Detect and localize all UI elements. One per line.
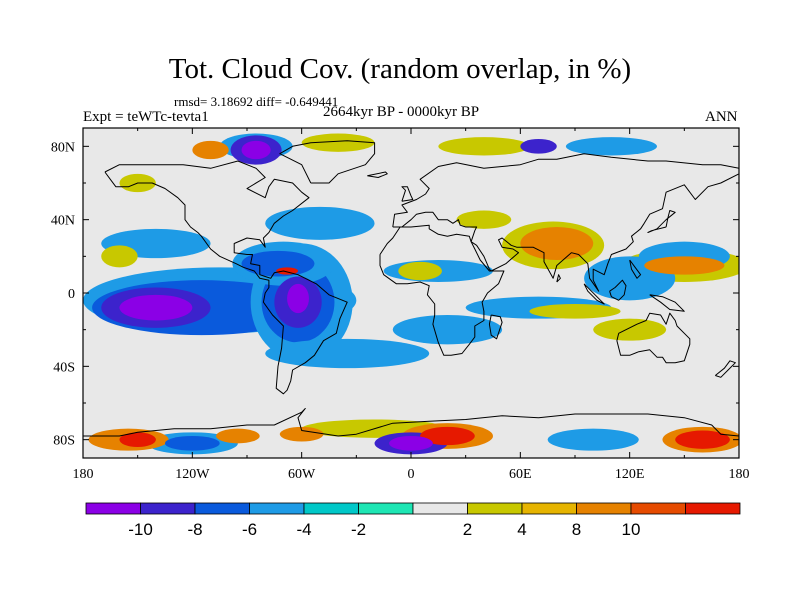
anomaly-patch [565, 137, 657, 156]
colorbar-swatch [467, 502, 523, 515]
lat-tick-label: 80N [51, 140, 75, 155]
anomaly-patch [675, 430, 730, 449]
colorbar-swatch [194, 502, 250, 515]
anomaly-patch [101, 245, 138, 268]
anomaly-patch [216, 428, 260, 444]
chart-title: Tot. Cloud Cov. (random overlap, in %) [168, 53, 632, 85]
lon-tick-label: 60W [288, 467, 316, 482]
anomaly-patch [241, 140, 271, 160]
coastline [379, 224, 505, 356]
coastline [583, 283, 605, 305]
stats-line: rmsd= 3.18692 diff= -0.649441 [174, 94, 339, 109]
coastline-layer [83, 140, 739, 437]
colorbar-swatch [576, 502, 632, 515]
colorbar-label: -8 [187, 520, 202, 539]
coastline [104, 160, 348, 395]
coastline [649, 294, 685, 312]
anomaly-patch [520, 227, 594, 260]
anomaly-patch [119, 294, 193, 321]
lat-tick-label: 40S [53, 360, 75, 375]
anomaly-patch [593, 318, 667, 341]
anomaly-patch [456, 210, 512, 229]
colorbar-label: -4 [296, 520, 311, 539]
colorbar-label: 2 [463, 520, 472, 539]
colorbar-swatch [358, 502, 414, 515]
anomaly-patch [279, 426, 324, 442]
colorbar-label: 4 [517, 520, 526, 539]
anomaly-patch [287, 283, 309, 314]
colorbar-label: -6 [242, 520, 257, 539]
lon-tick-label: 0 [408, 467, 415, 482]
anomaly-patch [265, 206, 375, 240]
lat-tick-label: 0 [68, 287, 75, 302]
experiment-label: Expt = teWTc-tevta1 [83, 109, 209, 125]
coastline [556, 274, 561, 283]
coastline [647, 210, 676, 233]
anomaly-patch [529, 304, 621, 319]
coastline [367, 171, 388, 178]
coastline [401, 186, 414, 202]
anomaly-patch [165, 436, 220, 451]
anomaly-patch [644, 256, 725, 275]
anomaly-patch [438, 137, 530, 156]
colorbar-label: -10 [128, 520, 153, 539]
colorbar-swatch [140, 502, 196, 515]
colorbar-label: 10 [622, 520, 641, 539]
lat-tick-label: 80S [53, 434, 75, 449]
anomaly-patch [301, 133, 375, 152]
colorbar-swatch [685, 502, 741, 515]
coastline [83, 408, 739, 437]
coastline [629, 259, 642, 279]
coastline [714, 360, 736, 378]
axis-ticks: 180 120W 60W 0 60E 120E 180 80N 40N 0 40S 80S [51, 128, 750, 482]
anomaly-patch [119, 432, 156, 447]
colorbar: -10 -8 -6 -4 -2 2 4 8 10 [85, 502, 741, 539]
anomaly-patch [392, 315, 503, 345]
lon-tick-label: 180 [729, 467, 750, 482]
colorbar-swatch [303, 502, 359, 515]
colorbar-swatch [249, 502, 305, 515]
anomaly-patch [265, 338, 430, 369]
anomaly-patch [520, 139, 557, 154]
coastline [392, 153, 739, 292]
colorbar-swatch [630, 502, 686, 515]
colorbar-label: -2 [351, 520, 366, 539]
lat-tick-label: 40N [51, 214, 75, 229]
lon-tick-label: 60E [509, 467, 532, 482]
coastline [279, 140, 376, 184]
anomaly-patch [389, 436, 433, 451]
coastline [616, 312, 691, 364]
coastline [488, 314, 503, 340]
colorbar-swatch [412, 502, 468, 515]
lon-tick-label: 120E [615, 467, 645, 482]
coastline [609, 279, 627, 301]
anomaly-patch [547, 428, 639, 451]
lon-tick-label: 120W [175, 467, 210, 482]
colorbar-label: 8 [572, 520, 581, 539]
anomaly-patch [420, 426, 475, 446]
period-label: 2664kyr BP - 0000kyr BP [323, 104, 480, 120]
lon-tick-label: 180 [73, 467, 94, 482]
anomaly-patch [398, 261, 442, 281]
anomaly-patch [192, 140, 229, 160]
colorbar-swatch [85, 502, 141, 515]
season-label: ANN [705, 109, 738, 125]
colorbar-swatch [521, 502, 577, 515]
